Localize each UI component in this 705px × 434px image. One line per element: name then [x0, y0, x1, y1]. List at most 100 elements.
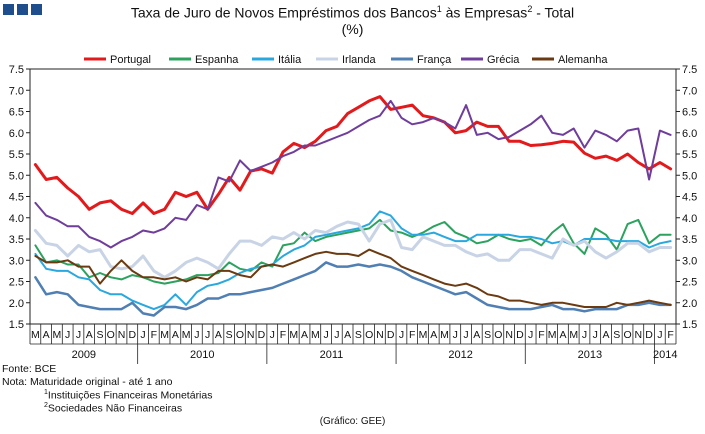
x-month-label: A — [473, 329, 480, 341]
x-year-label: 2010 — [190, 349, 214, 361]
legend-entry: Espanha — [195, 54, 239, 66]
x-month-label: J — [205, 329, 210, 341]
y-tick-label-left: 4.0 — [9, 213, 24, 225]
source-note: Fonte: BCE — [2, 363, 57, 375]
x-month-label: J — [76, 329, 81, 341]
gee-logo-block-icon — [17, 4, 28, 15]
footnote-1: 1Instituições Financeiras Monetárias — [44, 389, 213, 402]
y-tick-label-left: 1.5 — [9, 319, 24, 331]
y-tick-label-right: 5.0 — [682, 170, 697, 182]
series-line-itália — [34, 210, 672, 311]
x-month-label: J — [270, 329, 275, 341]
x-month-label: N — [505, 329, 513, 341]
x-month-label: D — [258, 329, 266, 341]
y-tick-label-right: 1.5 — [682, 319, 697, 331]
chart-credit: (Gráfico: GEE) — [319, 416, 386, 427]
y-tick-label-right: 6.5 — [682, 107, 697, 119]
x-month-label: J — [593, 329, 598, 341]
x-month-label: D — [516, 329, 524, 341]
chart-subtitle-unit: (%) — [341, 21, 364, 37]
x-month-label: M — [289, 329, 298, 341]
y-tick-label-right: 7.0 — [682, 85, 697, 97]
x-month-label: O — [623, 329, 631, 341]
x-month-label: O — [236, 329, 244, 341]
x-month-label: F — [151, 329, 157, 341]
y-tick-label-left: 7.0 — [9, 85, 24, 97]
series-line-grécia — [34, 99, 672, 249]
x-month-label: J — [65, 329, 70, 341]
x-month-label: F — [538, 329, 544, 341]
y-tick-label-left: 3.0 — [9, 255, 24, 267]
maturity-note: Nota: Maturidade original - até 1 ano — [2, 376, 173, 388]
x-month-label: A — [559, 329, 566, 341]
plot-frame — [29, 68, 677, 325]
x-month-label: A — [215, 329, 222, 341]
x-year-label: 2011 — [320, 349, 344, 361]
x-month-label: S — [96, 329, 103, 341]
y-tick-label-left: 6.5 — [9, 107, 24, 119]
y-tick-label-left: 4.5 — [9, 192, 24, 204]
x-month-label: J — [194, 329, 199, 341]
y-tick-label-right: 3.0 — [682, 255, 697, 267]
x-month-label: O — [494, 329, 502, 341]
series-line-frança — [34, 261, 672, 317]
y-tick-label-right: 4.0 — [682, 213, 697, 225]
x-month-label: F — [280, 329, 286, 341]
x-month-label: N — [247, 329, 255, 341]
x-year-label: 2014 — [653, 349, 677, 361]
legend-entry: Portugal — [110, 54, 151, 66]
x-month-label: A — [172, 329, 179, 341]
x-month-label: D — [645, 329, 653, 341]
x-month-label: J — [334, 329, 339, 341]
x-month-label: J — [453, 329, 458, 341]
x-month-label: N — [376, 329, 384, 341]
y-tick-label-left: 5.5 — [9, 149, 24, 161]
x-month-label: M — [569, 329, 578, 341]
x-month-label: M — [548, 329, 557, 341]
x-month-label: A — [301, 329, 308, 341]
x-month-label: M — [182, 329, 191, 341]
y-tick-label-right: 4.5 — [682, 192, 697, 204]
x-month-label: A — [43, 329, 50, 341]
x-month-label: A — [430, 329, 437, 341]
x-month-label: O — [107, 329, 115, 341]
x-month-label: N — [635, 329, 643, 341]
x-month-label: M — [160, 329, 169, 341]
legend-entry: Grécia — [487, 54, 520, 66]
x-month-label: J — [140, 329, 145, 341]
y-tick-label-left: 5.0 — [9, 170, 24, 182]
y-tick-label-left: 3.5 — [9, 234, 24, 246]
x-month-label: A — [86, 329, 93, 341]
y-tick-label-left: 7.5 — [9, 64, 24, 76]
x-year-label: 2013 — [578, 349, 602, 361]
x-month-label: A — [603, 329, 610, 341]
y-tick-label-left: 2.5 — [9, 277, 24, 289]
x-month-label: S — [355, 329, 362, 341]
x-month-label: J — [582, 329, 587, 341]
series-line-portugal — [33, 95, 673, 215]
x-month-label: M — [53, 329, 62, 341]
x-month-label: M — [440, 329, 449, 341]
y-tick-label-right: 2.5 — [682, 277, 697, 289]
legend-entry: Itália — [278, 54, 302, 66]
x-month-label: O — [365, 329, 373, 341]
x-month-label: D — [128, 329, 136, 341]
chart-title: Taxa de Juro de Novos Empréstimos dos Ba… — [130, 4, 575, 21]
x-month-label: J — [463, 329, 468, 341]
series-line-irlanda — [33, 218, 673, 279]
gee-logo-block-icon — [3, 4, 14, 15]
x-month-label: M — [31, 329, 40, 341]
y-tick-label-left: 6.0 — [9, 128, 24, 140]
x-month-label: J — [399, 329, 404, 341]
y-tick-label-right: 2.0 — [682, 298, 697, 310]
x-month-label: F — [667, 329, 673, 341]
legend-entry: Irlanda — [342, 54, 377, 66]
x-month-label: N — [118, 329, 126, 341]
x-month-label: S — [613, 329, 620, 341]
y-tick-label-left: 2.0 — [9, 298, 24, 310]
gee-logo-block-icon — [31, 4, 42, 15]
legend-entry: França — [417, 54, 452, 66]
y-tick-label-right: 7.5 — [682, 64, 697, 76]
